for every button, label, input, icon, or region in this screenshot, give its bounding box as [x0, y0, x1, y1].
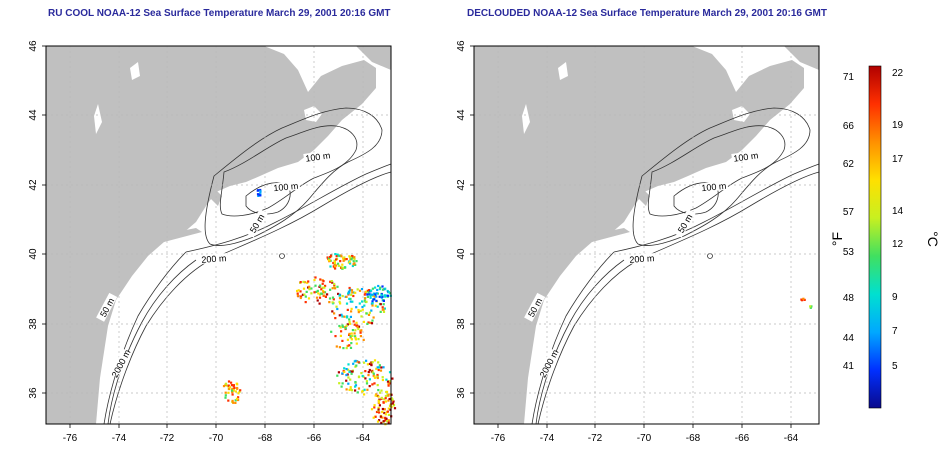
left-axes: -76 -74 -72 -70 -68 -66 -64 46 44 42 40 38 36 — [28, 40, 371, 444]
contour-label: 100 m — [733, 150, 759, 163]
x-tick-label: -64 — [356, 433, 371, 444]
y-tick-label: 46 — [456, 40, 467, 52]
y-tick-label: 46 — [28, 40, 39, 52]
y-tick-label: 36 — [28, 387, 39, 399]
contour-label: 100 m — [305, 150, 331, 163]
fahrenheit-tick-label: 62 — [843, 159, 855, 170]
x-tick-label: -74 — [540, 433, 555, 444]
y-tick-label: 42 — [28, 179, 39, 191]
x-tick-label: -76 — [63, 433, 78, 444]
left-map-title: RU COOL NOAA-12 Sea Surface Temperature … — [48, 8, 391, 19]
contour-label: 200 m — [629, 253, 655, 265]
colorbar-gradient — [868, 65, 882, 409]
celsius-label: °C — [925, 231, 941, 247]
x-tick-label: -64 — [784, 433, 799, 444]
y-tick-label: 44 — [456, 109, 467, 121]
y-tick-label: 38 — [28, 318, 39, 330]
celsius-tick-label: 14 — [892, 206, 904, 217]
right-map-title: DECLOUDED NOAA-12 Sea Surface Temperatur… — [467, 8, 827, 19]
celsius-tick-label: 22 — [892, 68, 904, 79]
colorbar: 71 66 62 57 53 48 44 41 22 19 17 14 12 9 7 5 °F °C — [829, 65, 941, 409]
left-sst-pixels — [222, 188, 397, 426]
celsius-tick-label: 12 — [892, 239, 904, 250]
x-tick-label: -66 — [735, 433, 750, 444]
y-tick-label: 38 — [456, 318, 467, 330]
fahrenheit-tick-label: 66 — [843, 121, 855, 132]
y-tick-label: 44 — [28, 109, 39, 121]
y-tick-label: 42 — [456, 179, 467, 191]
fahrenheit-tick-label: 48 — [843, 293, 855, 304]
x-tick-label: -70 — [209, 433, 224, 444]
fahrenheit-tick-label: 53 — [843, 247, 855, 258]
fahrenheit-tick-label: 71 — [843, 72, 855, 83]
celsius-tick-label: 5 — [892, 361, 898, 372]
contour-label: 100 m — [701, 181, 727, 194]
fahrenheit-tick-label: 41 — [843, 361, 855, 372]
x-tick-label: -70 — [637, 433, 652, 444]
x-tick-label: -68 — [258, 433, 273, 444]
x-tick-label: -74 — [112, 433, 127, 444]
right-sst-pixels — [800, 297, 813, 309]
x-tick-label: -66 — [307, 433, 322, 444]
y-tick-label: 40 — [28, 248, 39, 260]
x-tick-label: -76 — [491, 433, 506, 444]
contour-label: 200 m — [201, 253, 227, 265]
x-tick-label: -72 — [160, 433, 175, 444]
contour-label: 100 m — [273, 181, 299, 194]
fahrenheit-tick-label: 44 — [843, 333, 855, 344]
fahrenheit-tick-label: 57 — [843, 207, 855, 218]
celsius-tick-label: 9 — [892, 292, 898, 303]
fahrenheit-label: °F — [829, 232, 845, 246]
right-axes: -76 -74 -72 -70 -68 -66 -64 46 44 42 40 38 36 — [456, 40, 799, 444]
y-tick-label: 36 — [456, 387, 467, 399]
x-tick-label: -72 — [588, 433, 603, 444]
x-tick-label: -68 — [686, 433, 701, 444]
y-tick-label: 40 — [456, 248, 467, 260]
celsius-tick-label: 7 — [892, 326, 898, 337]
celsius-tick-label: 19 — [892, 120, 904, 131]
celsius-tick-label: 17 — [892, 154, 904, 165]
